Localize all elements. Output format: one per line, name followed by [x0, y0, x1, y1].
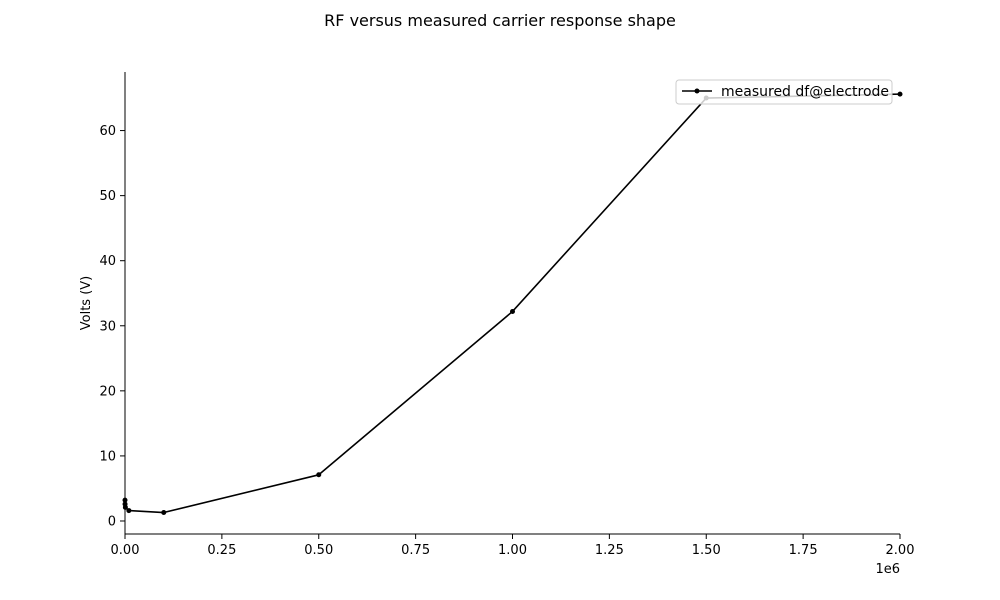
x-axis-offset-label: 1e6: [875, 562, 900, 577]
axes: [124, 72, 900, 535]
data-point: [126, 508, 132, 514]
x-ticks: 0.00 0.25 0.50 0.75 1.00 1.25 1.50 1.75 2.00: [111, 534, 915, 558]
x-tick-label: 1.00: [498, 543, 527, 558]
x-tick-label: 1.50: [692, 543, 721, 558]
y-tick-label: 0: [108, 514, 116, 529]
y-tick-label: 10: [99, 449, 116, 464]
legend-frame: [675, 79, 893, 105]
data-point: [161, 510, 167, 516]
data-point: [122, 504, 128, 510]
y-axis-label: Volts (V): [79, 276, 94, 331]
legend-entry-label: measured df@electrode: [721, 84, 889, 100]
x-tick-label: 0.25: [207, 543, 236, 558]
data-point: [316, 472, 322, 478]
x-tick-label: 0.75: [401, 543, 430, 558]
series-line-0: [124, 93, 901, 514]
y-tick-label: 40: [99, 254, 116, 269]
y-tick-label: 50: [99, 189, 116, 204]
chart-title: RF versus measured carrier response shap…: [324, 11, 676, 30]
x-tick-label: 1.25: [595, 543, 624, 558]
x-tick-label: 2.00: [886, 543, 915, 558]
y-ticks: 0 10 20 30 40 50 60: [99, 124, 125, 529]
x-tick-label: 1.75: [789, 543, 818, 558]
data-point: [122, 497, 128, 503]
legend-marker-swatch: [694, 88, 700, 94]
series-layer: [122, 91, 903, 516]
data-point: [897, 91, 903, 97]
x-tick-label: 0.50: [304, 543, 333, 558]
data-point: [510, 308, 515, 314]
x-tick-label: 0.00: [111, 543, 140, 558]
y-tick-label: 20: [99, 384, 116, 399]
y-tick-label: 30: [99, 319, 116, 334]
legend: measured df@electrode: [675, 79, 893, 105]
y-tick-label: 60: [99, 124, 116, 139]
